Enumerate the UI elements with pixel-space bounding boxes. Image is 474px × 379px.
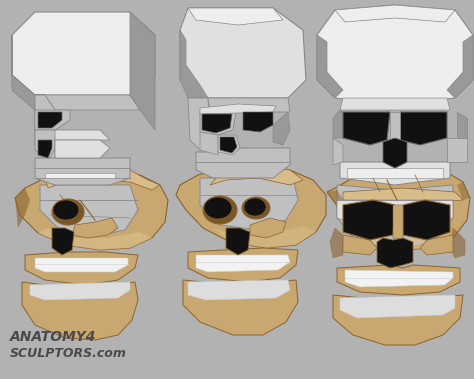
- Polygon shape: [22, 282, 138, 340]
- Polygon shape: [337, 185, 453, 250]
- Polygon shape: [457, 182, 470, 200]
- Polygon shape: [12, 12, 155, 95]
- Polygon shape: [393, 205, 403, 240]
- Polygon shape: [340, 295, 455, 318]
- Polygon shape: [317, 35, 343, 98]
- Polygon shape: [180, 30, 208, 98]
- Polygon shape: [180, 8, 306, 98]
- Polygon shape: [210, 165, 303, 185]
- Polygon shape: [447, 35, 473, 98]
- Polygon shape: [383, 138, 407, 168]
- Polygon shape: [340, 98, 450, 110]
- Polygon shape: [330, 228, 343, 258]
- Polygon shape: [188, 280, 290, 300]
- Polygon shape: [45, 168, 160, 190]
- Polygon shape: [208, 98, 290, 112]
- Polygon shape: [317, 5, 473, 105]
- Polygon shape: [12, 35, 35, 110]
- Polygon shape: [226, 228, 250, 255]
- Polygon shape: [250, 218, 286, 238]
- Polygon shape: [30, 282, 130, 300]
- Polygon shape: [188, 248, 298, 282]
- Ellipse shape: [53, 200, 79, 220]
- Ellipse shape: [203, 196, 237, 224]
- Polygon shape: [343, 112, 390, 145]
- Polygon shape: [333, 295, 463, 345]
- Ellipse shape: [242, 197, 270, 219]
- Ellipse shape: [52, 199, 84, 225]
- Polygon shape: [420, 235, 453, 255]
- Polygon shape: [176, 165, 326, 248]
- Polygon shape: [273, 112, 290, 145]
- Polygon shape: [38, 112, 62, 128]
- Polygon shape: [343, 188, 463, 205]
- Polygon shape: [200, 132, 218, 155]
- Polygon shape: [130, 12, 155, 130]
- Polygon shape: [218, 135, 240, 155]
- Polygon shape: [213, 226, 316, 248]
- Ellipse shape: [244, 198, 266, 216]
- Polygon shape: [400, 112, 447, 145]
- Polygon shape: [450, 228, 465, 258]
- Polygon shape: [52, 228, 74, 255]
- Polygon shape: [35, 158, 130, 185]
- Polygon shape: [25, 252, 138, 285]
- Polygon shape: [196, 255, 290, 272]
- Polygon shape: [345, 270, 453, 287]
- Polygon shape: [390, 112, 400, 140]
- Polygon shape: [335, 5, 455, 22]
- Polygon shape: [343, 200, 395, 240]
- Text: SCULPTORS.com: SCULPTORS.com: [10, 347, 127, 360]
- Polygon shape: [35, 130, 55, 158]
- Polygon shape: [15, 170, 168, 250]
- Polygon shape: [202, 114, 232, 133]
- Polygon shape: [340, 162, 450, 185]
- Polygon shape: [353, 228, 453, 250]
- Polygon shape: [327, 165, 470, 250]
- Polygon shape: [377, 238, 413, 268]
- Polygon shape: [35, 258, 128, 272]
- Polygon shape: [183, 280, 298, 335]
- Polygon shape: [243, 112, 273, 132]
- Polygon shape: [188, 8, 283, 25]
- Polygon shape: [200, 104, 276, 114]
- Polygon shape: [200, 178, 298, 230]
- Polygon shape: [35, 95, 55, 165]
- Polygon shape: [333, 138, 343, 165]
- Polygon shape: [347, 168, 443, 178]
- Polygon shape: [333, 110, 343, 138]
- Ellipse shape: [204, 197, 232, 219]
- Polygon shape: [200, 112, 236, 135]
- Polygon shape: [35, 130, 110, 140]
- Text: ANATOMY4: ANATOMY4: [10, 330, 96, 344]
- Polygon shape: [220, 137, 237, 153]
- Polygon shape: [337, 265, 460, 295]
- Polygon shape: [196, 148, 290, 178]
- Polygon shape: [337, 200, 453, 228]
- Polygon shape: [15, 188, 30, 228]
- Polygon shape: [35, 95, 140, 110]
- Polygon shape: [403, 200, 450, 240]
- Polygon shape: [55, 140, 110, 158]
- Polygon shape: [188, 98, 210, 150]
- Polygon shape: [35, 110, 70, 130]
- Polygon shape: [343, 235, 377, 255]
- Polygon shape: [327, 190, 347, 210]
- Polygon shape: [457, 112, 467, 138]
- Polygon shape: [45, 173, 115, 178]
- Polygon shape: [40, 185, 138, 235]
- Polygon shape: [38, 140, 52, 158]
- Polygon shape: [38, 228, 152, 250]
- Polygon shape: [72, 218, 118, 238]
- Polygon shape: [447, 138, 467, 162]
